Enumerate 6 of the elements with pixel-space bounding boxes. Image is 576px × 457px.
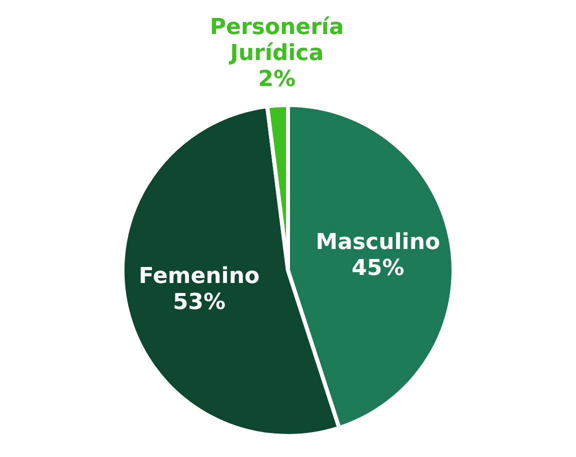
data-label: 45% — [352, 256, 404, 281]
data-label: 53% — [172, 290, 226, 316]
slice-label: Masculino — [316, 230, 440, 255]
slice-label: Personería Jurídica — [210, 15, 344, 66]
slice-label: Femenino — [138, 264, 260, 290]
data-label: 2% — [258, 67, 296, 92]
